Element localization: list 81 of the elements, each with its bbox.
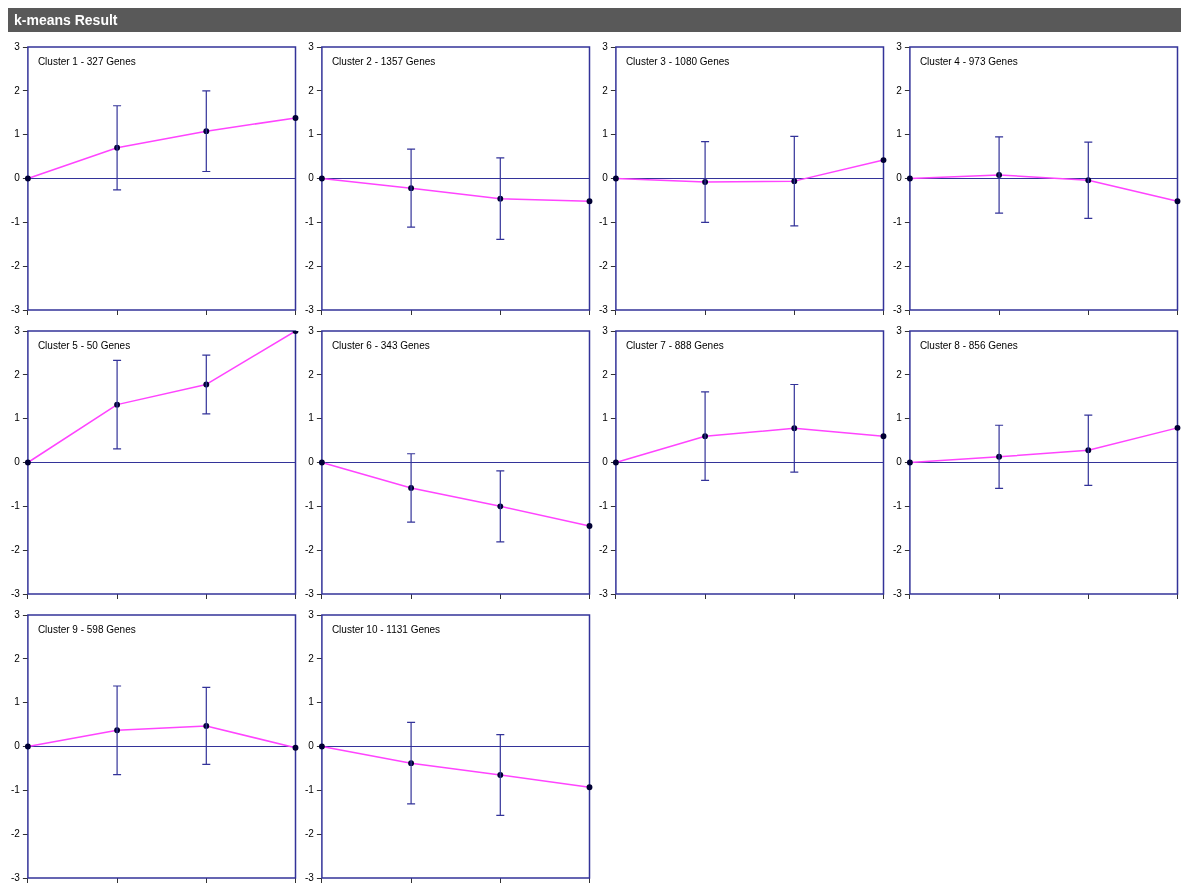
y-tick-label: -3 (598, 587, 609, 599)
text: Cluster 7 - 888 Genes (625, 339, 724, 351)
y-tick-label: 0 (602, 172, 609, 184)
y-tick-label: -2 (304, 827, 315, 839)
y-tick-label: 2 (602, 84, 609, 96)
y-tick-label: -2 (10, 259, 21, 271)
y-tick-label: 0 (896, 172, 903, 184)
y-tick-label: 3 (896, 324, 903, 336)
y-tick-label: -3 (304, 871, 315, 883)
y-tick-label: -2 (598, 259, 609, 271)
y-tick-label: -2 (304, 543, 315, 555)
y-tick-label: 1 (896, 128, 903, 140)
y-tick-label: 3 (14, 608, 21, 620)
y-tick-label: 3 (308, 40, 315, 52)
y-tick-label: 0 (308, 172, 315, 184)
y-tick-label: -2 (10, 827, 21, 839)
y-tick-label: 0 (602, 456, 609, 468)
text: Cluster 5 - 50 Genes (37, 339, 131, 351)
y-tick-label: -3 (10, 871, 21, 883)
text: Cluster 4 - 973 Genes (919, 55, 1018, 67)
y-tick-label: 0 (308, 740, 315, 752)
y-tick-label: -3 (304, 303, 315, 315)
y-tick-label: -3 (10, 303, 21, 315)
text: Cluster 3 - 1080 Genes (625, 55, 730, 67)
y-tick-label: -3 (892, 303, 903, 315)
y-tick-label: 1 (602, 128, 609, 140)
y-tick-label: -2 (10, 543, 21, 555)
y-tick-label: -3 (598, 303, 609, 315)
y-tick-label: -1 (304, 216, 315, 228)
y-tick-label: -2 (598, 543, 609, 555)
y-tick-label: -1 (10, 784, 21, 796)
y-tick-label: -3 (304, 587, 315, 599)
y-tick-label: -1 (598, 216, 609, 228)
y-tick-label: 2 (308, 368, 315, 380)
text: Cluster 2 - 1357 Genes (331, 55, 436, 67)
text: Cluster 10 - 1131 Genes (331, 623, 441, 635)
y-tick-label: 3 (602, 324, 609, 336)
y-tick-label: 1 (308, 412, 315, 424)
y-tick-label: -3 (10, 587, 21, 599)
y-tick-label: -1 (892, 216, 903, 228)
text: Cluster 6 - 343 Genes (331, 339, 430, 351)
y-tick-label: 2 (896, 368, 903, 380)
y-tick-label: 2 (896, 84, 903, 96)
y-tick-label: 3 (602, 40, 609, 52)
y-tick-label: 0 (896, 456, 903, 468)
y-tick-label: 0 (14, 172, 21, 184)
y-tick-label: 3 (308, 608, 315, 620)
y-tick-label: 1 (14, 696, 21, 708)
y-tick-label: 1 (14, 128, 21, 140)
y-tick-label: 2 (308, 652, 315, 664)
y-tick-label: -1 (10, 500, 21, 512)
y-tick-label: 3 (14, 40, 21, 52)
text: Cluster 8 - 856 Genes (919, 339, 1018, 351)
y-tick-label: 2 (14, 652, 21, 664)
y-tick-label: 1 (308, 128, 315, 140)
y-tick-label: 1 (308, 696, 315, 708)
y-tick-label: 1 (896, 412, 903, 424)
y-tick-label: 2 (14, 84, 21, 96)
text: k-means Result (8, 8, 1181, 32)
y-tick-label: 0 (308, 456, 315, 468)
y-tick-label: 1 (14, 412, 21, 424)
text: Cluster 9 - 598 Genes (37, 623, 136, 635)
y-tick-label: 3 (896, 40, 903, 52)
y-tick-label: -1 (598, 500, 609, 512)
y-tick-label: 2 (602, 368, 609, 380)
y-tick-label: 1 (602, 412, 609, 424)
y-tick-label: -2 (304, 259, 315, 271)
y-tick-label: -2 (892, 543, 903, 555)
y-tick-label: -1 (304, 784, 315, 796)
text: Cluster 1 - 327 Genes (37, 55, 136, 67)
y-tick-label: 2 (308, 84, 315, 96)
y-tick-label: -1 (304, 500, 315, 512)
y-tick-label: -3 (892, 587, 903, 599)
y-tick-label: 2 (14, 368, 21, 380)
y-tick-label: 0 (14, 456, 21, 468)
y-tick-label: 0 (14, 740, 21, 752)
y-tick-label: -1 (892, 500, 903, 512)
y-tick-label: -2 (892, 259, 903, 271)
y-tick-label: 3 (14, 324, 21, 336)
y-tick-label: -1 (10, 216, 21, 228)
y-tick-label: 3 (308, 324, 315, 336)
